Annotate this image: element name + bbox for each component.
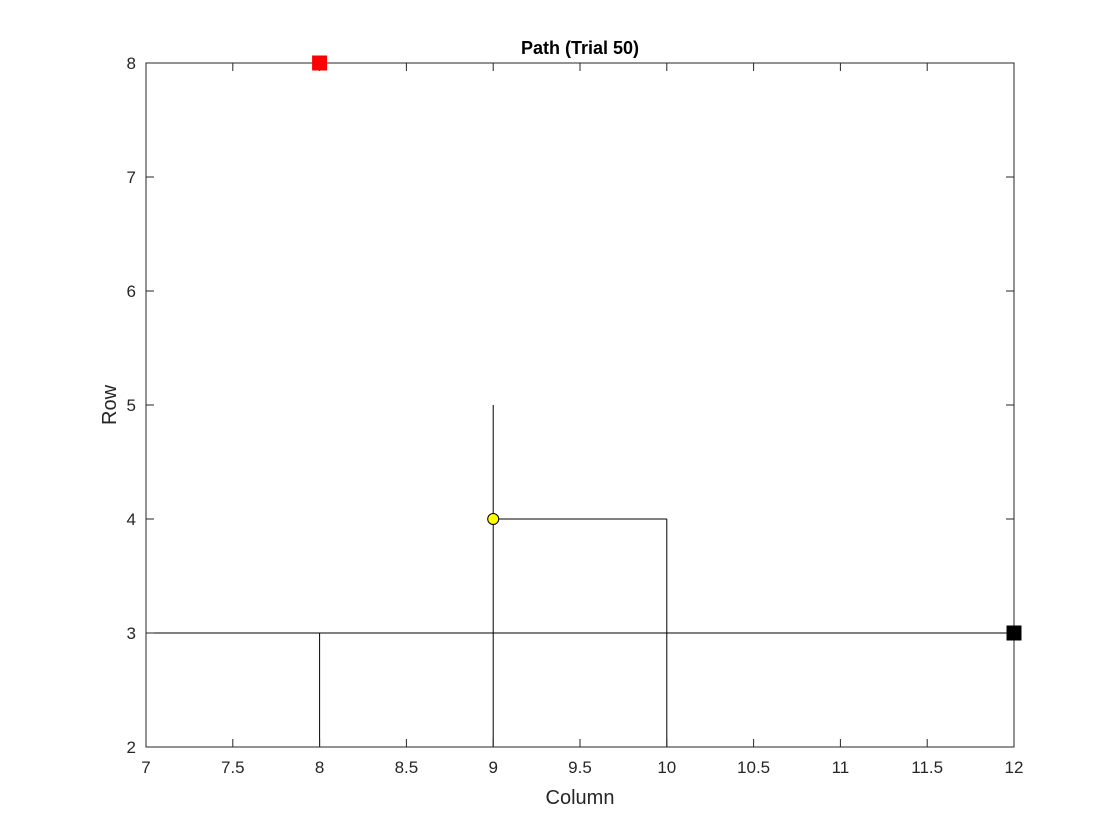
x-tick-label: 12 — [1005, 758, 1024, 777]
x-tick-label: 7 — [141, 758, 150, 777]
axes-box — [145, 62, 1015, 748]
x-tick-label: 11 — [832, 758, 850, 777]
x-axis-label: Column — [546, 787, 615, 809]
x-tick-labels: 7 7.5 8 8.5 9 9.5 10 10.5 11 11.5 12 — [141, 758, 1023, 777]
circle-marker-2 — [487, 513, 500, 525]
x-tick-label: 10 — [657, 758, 676, 777]
x-tick-label: 10.5 — [737, 758, 770, 777]
y-tick-label: 7 — [127, 168, 136, 187]
square-marker-0 — [312, 55, 328, 71]
x-tick-label: 9 — [488, 758, 497, 777]
square-marker-1 — [1006, 625, 1022, 641]
y-tick-label: 8 — [127, 54, 136, 73]
y-tick-label: 2 — [127, 738, 136, 757]
x-tick-label: 8 — [315, 758, 324, 777]
y-axis-label: Row — [99, 384, 121, 425]
x-tick-label: 7.5 — [221, 758, 245, 777]
chart-title: Path (Trial 50) — [521, 38, 639, 58]
x-tick-label: 11.5 — [911, 758, 943, 777]
y-tick-label: 6 — [127, 282, 136, 301]
axes — [145, 55, 1022, 748]
y-tick-labels: 2 3 4 5 6 7 8 — [127, 54, 136, 757]
x-tick-label: 8.5 — [395, 758, 419, 777]
y-tick-label: 3 — [127, 624, 136, 643]
x-tick-label: 9.5 — [568, 758, 592, 777]
plot-area — [146, 405, 1014, 748]
y-tick-label: 5 — [127, 396, 136, 415]
y-tick-label: 4 — [127, 510, 136, 529]
